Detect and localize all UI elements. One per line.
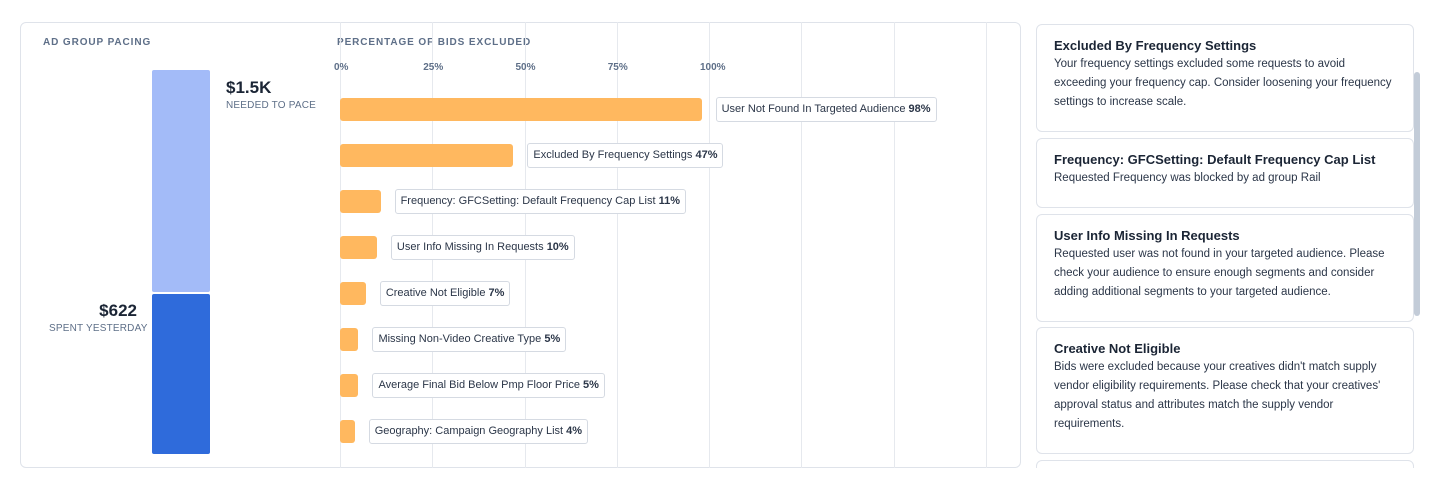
- tick-label: 75%: [607, 62, 628, 73]
- gridline: [801, 22, 802, 468]
- bar-value: 47%: [695, 149, 718, 161]
- needed-to-pace-value: $1.5K: [226, 78, 272, 97]
- gridline: [617, 22, 618, 468]
- needed-to-pace-label: NEEDED TO PACE: [226, 100, 317, 111]
- bid-bar[interactable]: [340, 144, 514, 167]
- reason-text: Requested Frequency was blocked by ad gr…: [1054, 172, 1321, 184]
- reason-title: Frequency: GFCSetting: Default Frequency…: [1054, 152, 1376, 167]
- gridline: [986, 22, 987, 468]
- reason-title: Creative Not Eligible: [1054, 341, 1181, 356]
- bar-label: User Info Missing In Requests 10%: [390, 235, 575, 260]
- reason-card: Excluded By Frequency Settings Your freq…: [1036, 24, 1414, 132]
- bar-category: Excluded By Frequency Settings: [533, 149, 696, 161]
- bid-bar[interactable]: [340, 328, 359, 351]
- bar-category: Creative Not Eligible: [385, 287, 489, 299]
- bar-value: 5%: [583, 379, 599, 391]
- tick-label: 50%: [515, 62, 536, 73]
- reason-text: Your frequency settings excluded some re…: [1054, 58, 1392, 108]
- bar-label: Missing Non-Video Creative Type 5%: [372, 327, 567, 352]
- tick-label: 25%: [423, 62, 444, 73]
- reasons-scrollbar[interactable]: [1414, 72, 1420, 316]
- reason-card: Frequency: GFCSetting: Default Frequency…: [1036, 138, 1414, 208]
- bid-bar[interactable]: [340, 98, 702, 121]
- bid-bar[interactable]: [340, 236, 377, 259]
- spent-yesterday-bar: [152, 294, 210, 454]
- bar-category: Average Final Bid Below Pmp Floor Price: [378, 379, 584, 391]
- bar-label: Excluded By Frequency Settings 47%: [527, 143, 724, 168]
- tick-label: 100%: [700, 62, 726, 73]
- reason-title: User Info Missing In Requests: [1054, 228, 1240, 243]
- reason-card-partial: [1036, 460, 1414, 468]
- tick-label: 0%: [334, 62, 349, 73]
- bar-label: Creative Not Eligible 7%: [379, 281, 511, 306]
- spent-yesterday-value: $622: [99, 301, 137, 320]
- bar-label: Geography: Campaign Geography List 4%: [368, 419, 589, 444]
- bar-value: 4%: [566, 425, 583, 437]
- bar-category: User Info Missing In Requests: [396, 241, 547, 253]
- bar-category: User Not Found In Targeted Audience: [721, 103, 909, 115]
- reason-text: Bids were excluded because your creative…: [1054, 361, 1381, 430]
- bid-bar[interactable]: [340, 282, 366, 305]
- gridline: [894, 22, 895, 468]
- bid-bar[interactable]: [340, 374, 359, 397]
- bids-excluded-title: PERCENTAGE OF BIDS EXCLUDED: [337, 37, 532, 48]
- bar-value: 5%: [544, 333, 561, 345]
- bar-category: Geography: Campaign Geography List: [374, 425, 567, 437]
- exclusion-reasons-panel: Excluded By Frequency Settings Your freq…: [1036, 24, 1414, 468]
- bar-category: Missing Non-Video Creative Type: [378, 333, 545, 345]
- gridline: [709, 22, 710, 468]
- reason-card: User Info Missing In Requests Requested …: [1036, 214, 1414, 322]
- bar-label: User Not Found In Targeted Audience 98%: [715, 97, 937, 122]
- needed-to-pace-bar: [152, 70, 210, 292]
- ad-group-pacing-title: AD GROUP PACING: [43, 37, 152, 48]
- bar-value: 7%: [488, 287, 505, 299]
- bar-value: 11%: [658, 195, 681, 207]
- bid-bar[interactable]: [340, 420, 355, 443]
- bid-bar[interactable]: [340, 190, 381, 213]
- reason-text: Requested user was not found in your tar…: [1054, 248, 1385, 298]
- reason-card: Creative Not Eligible Bids were excluded…: [1036, 327, 1414, 454]
- spent-yesterday-label: SPENT YESTERDAY: [49, 323, 148, 334]
- bar-category: Frequency: GFCSetting: Default Frequency…: [400, 195, 659, 207]
- reason-title: Excluded By Frequency Settings: [1054, 38, 1257, 53]
- bar-label: Frequency: GFCSetting: Default Frequency…: [394, 189, 687, 214]
- bar-value: 10%: [546, 241, 569, 253]
- bar-label: Average Final Bid Below Pmp Floor Price …: [372, 373, 605, 398]
- bar-value: 98%: [908, 103, 931, 115]
